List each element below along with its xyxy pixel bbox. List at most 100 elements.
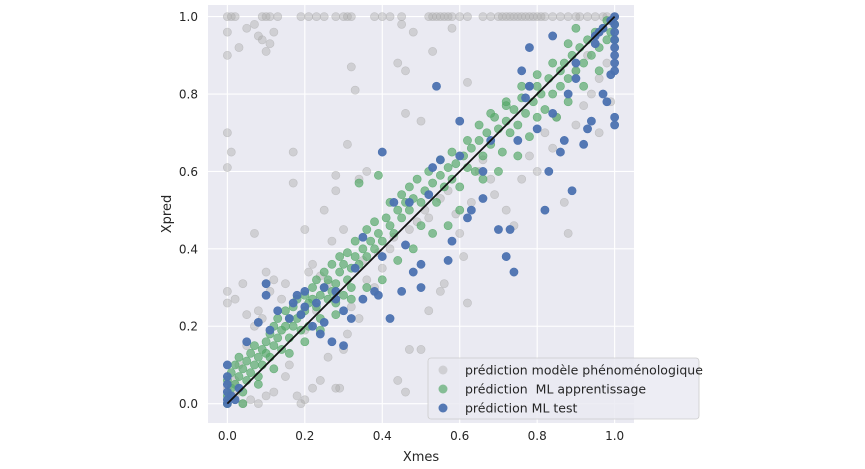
phenomenological-point — [559, 197, 569, 207]
ml-training-point — [548, 58, 558, 68]
phenomenological-point — [517, 174, 527, 184]
ml-test-point — [610, 27, 620, 37]
phenomenological-point — [575, 12, 585, 22]
phenomenological-point — [288, 178, 298, 188]
phenomenological-point — [226, 147, 236, 157]
phenomenological-point — [296, 12, 306, 22]
phenomenological-point — [222, 287, 232, 296]
phenomenological-point — [288, 147, 298, 157]
series-layer — [222, 12, 620, 409]
ml-test-point — [517, 66, 527, 76]
ml-training-point — [273, 333, 283, 343]
ml-training-point — [393, 256, 403, 265]
phenomenological-point — [594, 74, 604, 83]
x-tick-label: 0.8 — [528, 429, 547, 443]
ml-test-point — [587, 116, 596, 126]
ml-test-point — [563, 89, 573, 99]
ml-test-point — [567, 186, 577, 196]
ml-test-point — [466, 205, 476, 215]
ml-test-point — [501, 252, 511, 261]
ml-test-point — [284, 314, 294, 323]
ml-test-point — [319, 317, 329, 327]
phenomenological-point — [331, 12, 341, 22]
phenomenological-point — [393, 376, 403, 385]
phenomenological-point — [234, 43, 244, 52]
phenomenological-point — [327, 236, 337, 246]
phenomenological-point — [354, 314, 364, 323]
ml-training-point — [312, 275, 321, 285]
ml-test-point — [494, 225, 503, 234]
ml-training-point — [571, 66, 581, 76]
phenomenological-point — [525, 151, 534, 161]
phenomenological-point — [312, 12, 321, 22]
series-1 — [222, 16, 620, 409]
phenomenological-point — [587, 89, 596, 99]
y-tick-label: 0.6 — [179, 165, 198, 179]
ml-training-point — [331, 279, 341, 289]
ml-test-point — [377, 147, 387, 157]
ml-test-point — [346, 314, 356, 323]
phenomenological-point — [265, 39, 275, 49]
ml-test-point — [253, 317, 263, 327]
ml-training-point — [370, 244, 379, 254]
ml-training-point — [300, 337, 310, 347]
x-tick-label: 1.0 — [605, 429, 624, 443]
ml-training-point — [397, 213, 407, 223]
phenomenological-point — [532, 167, 542, 176]
ml-test-point — [315, 329, 325, 339]
phenomenological-point — [319, 12, 329, 22]
ml-training-point — [246, 368, 255, 378]
phenomenological-point — [315, 376, 325, 385]
ml-training-point — [253, 379, 263, 389]
ml-test-point — [610, 112, 620, 122]
y-tick-label: 0.0 — [179, 397, 198, 411]
ml-training-point — [397, 190, 407, 200]
phenomenological-point — [269, 27, 279, 37]
ml-training-point — [563, 74, 573, 83]
phenomenological-point — [222, 298, 232, 308]
ml-test-point — [610, 50, 620, 60]
ml-training-point — [346, 294, 356, 304]
y-tick-label: 0.4 — [179, 242, 198, 256]
ml-test-point — [327, 337, 337, 347]
ml-training-point — [478, 151, 488, 161]
ml-test-point — [292, 290, 302, 300]
phenomenological-point — [590, 12, 600, 22]
phenomenological-point — [377, 12, 387, 22]
phenomenological-point — [246, 395, 255, 405]
ml-training-point — [447, 147, 457, 157]
ml-training-point — [474, 136, 484, 145]
ml-test-point — [222, 372, 232, 381]
phenomenological-point — [222, 163, 232, 172]
ml-training-point — [253, 352, 263, 362]
ml-training-point — [494, 167, 503, 176]
ml-training-point — [505, 128, 515, 138]
ml-test-point — [598, 89, 608, 99]
ml-test-point — [540, 205, 550, 215]
phenomenological-point — [370, 12, 379, 22]
phenomenological-point — [478, 12, 488, 22]
ml-training-point — [579, 58, 589, 68]
ml-training-point — [478, 174, 488, 184]
y-tick-label: 1.0 — [179, 10, 198, 24]
ml-training-point — [284, 348, 294, 358]
phenomenological-point — [362, 167, 372, 176]
phenomenological-point — [486, 12, 496, 22]
ml-test-point — [610, 43, 620, 52]
ml-training-point — [308, 283, 317, 292]
y-axis-label: Xpred — [160, 195, 175, 233]
ml-test-point — [463, 213, 472, 223]
ml-training-point — [443, 163, 453, 172]
ml-training-point — [587, 50, 596, 60]
ml-test-point — [525, 43, 534, 52]
ml-training-point — [281, 321, 290, 331]
phenomenological-point — [416, 345, 426, 354]
phenomenological-point — [304, 12, 314, 22]
ml-test-point — [455, 151, 465, 161]
phenomenological-point — [408, 27, 418, 37]
phenomenological-point — [265, 12, 275, 22]
ml-training-point — [513, 120, 523, 130]
x-tick-label: 0.2 — [295, 429, 314, 443]
phenomenological-point — [602, 58, 612, 68]
ml-training-point — [242, 356, 252, 366]
